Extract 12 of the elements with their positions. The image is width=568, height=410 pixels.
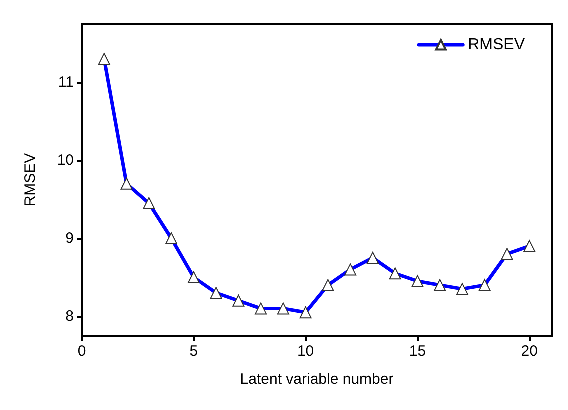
x-tick-label: 0: [78, 343, 86, 360]
x-tick-label: 10: [297, 343, 314, 360]
y-tick-label: 8: [66, 308, 74, 325]
legend-label: RMSEV: [468, 36, 526, 54]
y-tick-label: 10: [57, 152, 74, 169]
y-tick-label: 9: [66, 230, 74, 247]
x-tick-label: 5: [190, 343, 198, 360]
x-axis-title: Latent variable number: [240, 371, 394, 388]
y-tick-label: 11: [58, 74, 74, 91]
y-axis-title: RMSEV: [22, 153, 39, 207]
x-tick-label: 15: [409, 343, 426, 360]
x-tick-label: 20: [521, 343, 538, 360]
